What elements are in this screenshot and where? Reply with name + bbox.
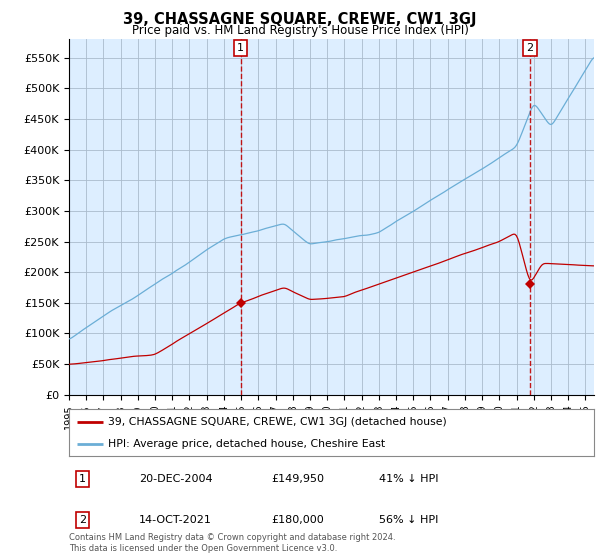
Text: 41% ↓ HPI: 41% ↓ HPI xyxy=(379,474,439,484)
Text: 2: 2 xyxy=(79,515,86,525)
Text: 20-DEC-2004: 20-DEC-2004 xyxy=(139,474,213,484)
Text: 14-OCT-2021: 14-OCT-2021 xyxy=(139,515,212,525)
Text: 1: 1 xyxy=(79,474,86,484)
Text: 2: 2 xyxy=(527,43,534,53)
Text: 39, CHASSAGNE SQUARE, CREWE, CW1 3GJ (detached house): 39, CHASSAGNE SQUARE, CREWE, CW1 3GJ (de… xyxy=(109,417,447,427)
Text: 56% ↓ HPI: 56% ↓ HPI xyxy=(379,515,439,525)
Text: 1: 1 xyxy=(237,43,244,53)
Text: Price paid vs. HM Land Registry's House Price Index (HPI): Price paid vs. HM Land Registry's House … xyxy=(131,24,469,36)
Text: HPI: Average price, detached house, Cheshire East: HPI: Average price, detached house, Ches… xyxy=(109,438,386,449)
Text: Contains HM Land Registry data © Crown copyright and database right 2024.
This d: Contains HM Land Registry data © Crown c… xyxy=(69,533,395,553)
Text: 39, CHASSAGNE SQUARE, CREWE, CW1 3GJ: 39, CHASSAGNE SQUARE, CREWE, CW1 3GJ xyxy=(123,12,477,27)
Text: £180,000: £180,000 xyxy=(271,515,324,525)
Text: £149,950: £149,950 xyxy=(271,474,324,484)
